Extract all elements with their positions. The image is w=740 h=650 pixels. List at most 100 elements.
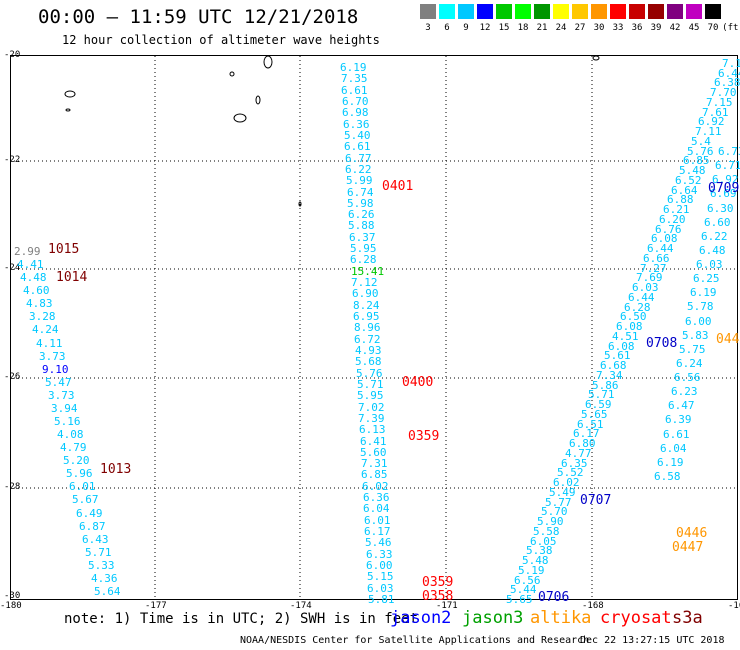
island-outline [233,113,247,123]
wave-height-value: 3.73 [48,389,75,402]
wave-height-value: 4.41 [17,258,44,271]
pass-time-label: 044 [716,332,740,347]
color-level-label: 6 [444,23,450,33]
wave-height-value: 5.65 [581,408,608,421]
color-swatch [686,4,702,19]
wave-height-value: 7.02 [358,401,385,414]
color-swatch [610,4,626,19]
color-swatch [458,4,474,19]
wave-height-value: 6.01 [69,480,96,493]
wave-height-value: 6.28 [350,253,377,266]
longitude-label: -171 [436,601,458,611]
wave-height-value: 6.36 [343,118,370,131]
wave-height-value: 5.75 [679,343,706,356]
wave-height-value: 5.95 [350,242,377,255]
wave-height-value: 6.80 [569,437,596,450]
longitude-label: -16 [728,601,740,611]
color-level-label: 42 [669,23,681,33]
wave-height-value: 6.08 [651,232,678,245]
island-outline [263,55,273,69]
wave-height-value: 5.33 [88,559,115,572]
wave-height-value: 6.85 [361,468,388,481]
wave-height-value: 6.95 [353,310,380,323]
wave-height-value: 6.22 [345,163,372,176]
wave-height-value: 6.43 [82,533,109,546]
color-level-label: 18 [517,23,529,33]
color-swatch [553,4,569,19]
color-swatch [629,4,645,19]
color-swatch [496,4,512,19]
latitude-label: -30 [4,591,21,601]
wave-height-value: 6.90 [352,287,379,300]
color-level-label: 45 [688,23,700,33]
wave-height-value: 7.61 [702,106,729,119]
wave-height-value: 6.98 [342,106,369,119]
wave-height-value: 6.13 [359,423,386,436]
wave-height-value: 5.58 [533,525,560,538]
wave-height-value: 6.48 [699,244,726,257]
latitude-label: -26 [4,372,21,382]
satellite-name-cryosat: cryosat [600,608,672,628]
wave-height-value: 6.66 [643,252,670,265]
wave-height-value: 6.60 [704,216,731,229]
color-level-label: 36 [631,23,643,33]
wave-height-value: 4.36 [91,572,118,585]
wave-height-value: 5.16 [54,415,81,428]
wave-height-value: 7.11 [695,125,722,138]
pass-time-label: 0400 [402,375,434,390]
latitude-label: -28 [4,482,21,492]
wave-height-value: 7.69 [636,271,663,284]
pass-time-label: 0708 [646,336,678,351]
wave-height-value: 8.96 [354,321,381,334]
wave-height-value: 6.38 [714,76,740,89]
pass-time-label: 0358 [422,589,454,604]
pass-time-label: 0446 [676,526,708,541]
wave-height-value: 7.12 [351,276,378,289]
wave-height-value: 6.77 [345,152,372,165]
island-outline [592,55,600,61]
wave-height-value: 6.37 [349,231,376,244]
satellite-name-jason3: jason3 [462,608,524,628]
color-level-label: 39 [650,23,662,33]
wave-height-value: 3.73 [39,350,66,363]
color-swatch [439,4,455,19]
wave-height-value: 6.56 [514,574,541,587]
wave-height-value: 6.56 [674,371,701,384]
pass-time-label: 1014 [56,270,88,285]
color-level-label: 24 [555,23,567,33]
color-level-label: 33 [612,23,624,33]
wave-height-value: 6.03 [367,582,394,595]
wave-height-value: 6.19 [657,456,684,469]
wave-height-value: 5.48 [679,164,706,177]
wave-height-value: 6.47 [668,399,695,412]
color-level-label: 21 [536,23,548,33]
wave-height-value: 6.19 [690,286,717,299]
wave-height-value: 4.77 [565,447,592,460]
wave-height-value: 5.48 [522,554,549,567]
color-level-label: 27 [574,23,586,33]
wave-height-value: 5.70 [541,505,568,518]
wave-height-value: 7.19 [722,57,740,70]
wave-height-value: 8.24 [353,299,380,312]
wave-height-value: 6.51 [577,418,604,431]
wave-height-value: 4.11 [36,337,63,350]
wave-height-value: 5.67 [72,493,99,506]
wave-height-value: 5.15 [367,570,394,583]
wave-height-value: 6.44 [628,291,655,304]
wave-height-value: 5.60 [360,446,387,459]
longitude-label: -174 [290,601,312,611]
wave-height-value: 5.46 [365,536,392,549]
wave-height-value: 6.02 [362,480,389,493]
wave-height-value: 6.17 [364,525,391,538]
wave-height-value: 15.41 [351,265,385,278]
color-level-label: 30 [593,23,605,33]
wave-height-value: 7.39 [358,412,385,425]
wave-height-value: 5.40 [344,129,371,142]
pass-time-label: 0359 [422,575,454,590]
wave-height-value: 6.03 [696,258,723,271]
color-unit-label: (ft) [722,23,740,33]
color-swatch [591,4,607,19]
wave-height-value: 5.81 [368,593,395,606]
wave-height-value: 6.00 [685,315,712,328]
pass-time-label: 0401 [382,179,414,194]
